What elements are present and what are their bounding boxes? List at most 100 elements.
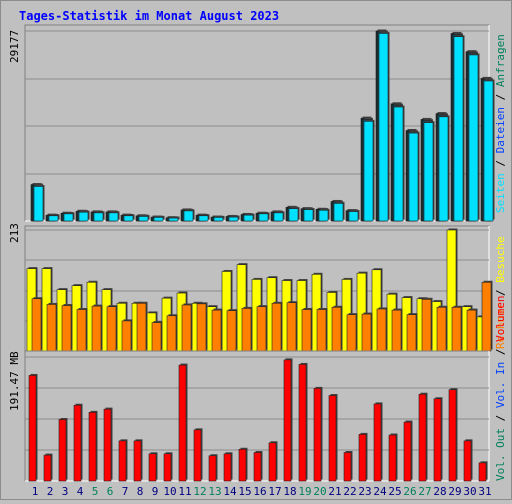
bar-seiten-21	[333, 203, 344, 222]
bar-seiten-17	[273, 212, 284, 222]
legend-volume: Vol. Out / Vol. In / Volumen	[494, 296, 507, 481]
x-tick-label-2: 2	[47, 485, 54, 498]
bar-rechner-22	[346, 314, 357, 352]
bar-seiten-23	[363, 121, 374, 222]
bar-volumen-20	[313, 388, 322, 482]
x-tick-label-20: 20	[313, 485, 326, 498]
bar-rechner-1	[31, 298, 42, 352]
bar-rechner-24	[376, 308, 387, 352]
bar-seiten-6	[108, 212, 119, 222]
bar-volumen-30	[463, 440, 472, 482]
bar-volumen-12	[193, 429, 202, 482]
bar-seiten-19	[303, 209, 314, 222]
x-tick-label-22: 22	[343, 485, 356, 498]
x-tick-label-3: 3	[62, 485, 69, 498]
bar-rechner-21	[331, 306, 342, 352]
x-tick-label-11: 11	[178, 485, 191, 498]
bar-rechner-20	[316, 309, 327, 352]
bar-volumen-7	[118, 440, 127, 482]
bar-volumen-31	[478, 462, 487, 482]
x-tick-label-30: 30	[463, 485, 476, 498]
bar-volumen-3	[58, 419, 67, 482]
bar-rechner-3	[61, 305, 72, 352]
bar-rechner-4	[76, 309, 87, 352]
bar-seiten-28	[438, 116, 449, 222]
x-tick-label-31: 31	[478, 485, 491, 498]
legend-separator: /	[494, 408, 507, 428]
legend-item: Volumen	[494, 296, 507, 342]
legend-visits: Rechner / Besuche	[494, 236, 507, 349]
x-tick-label-13: 13	[208, 485, 221, 498]
bar-rechner-18	[286, 302, 297, 352]
bar-volumen-16	[253, 452, 262, 482]
bar-volumen-8	[133, 440, 142, 482]
bar-volumen-11	[178, 364, 187, 482]
bar-seiten-1	[33, 186, 44, 222]
x-tick-label-21: 21	[328, 485, 341, 498]
bar-volumen-15	[238, 448, 247, 482]
x-tick-label-12: 12	[193, 485, 206, 498]
bar-seiten-31	[483, 80, 494, 222]
max-label-volume: 191.47 MB	[8, 351, 21, 411]
x-tick-label-5: 5	[92, 485, 99, 498]
x-tick-label-10: 10	[163, 485, 176, 498]
bar-rechner-26	[406, 314, 417, 352]
x-tick-label-17: 17	[268, 485, 281, 498]
bar-volumen-14	[223, 453, 232, 482]
bar-rechner-31	[481, 281, 492, 352]
legend-separator: /	[494, 153, 507, 173]
x-tick-label-24: 24	[373, 485, 387, 498]
bar-seiten-14	[228, 216, 239, 222]
bar-rechner-16	[256, 306, 267, 352]
x-tick-label-18: 18	[283, 485, 296, 498]
bar-seiten-22	[348, 211, 359, 222]
bar-rechner-11	[181, 304, 192, 352]
max-label-visits: 213	[8, 223, 21, 243]
x-tick-label-1: 1	[32, 485, 39, 498]
bar-volumen-22	[343, 452, 352, 482]
legend-separator: /	[494, 342, 507, 362]
bar-seiten-29	[453, 36, 464, 222]
bar-volumen-21	[328, 395, 337, 482]
bar-seiten-5	[93, 212, 104, 222]
bar-rechner-9	[151, 322, 162, 352]
bar-volumen-5	[88, 412, 97, 482]
bar-seiten-30	[468, 54, 479, 222]
bar-seiten-18	[288, 208, 299, 222]
bar-seiten-20	[318, 209, 329, 222]
x-tick-label-14: 14	[223, 485, 237, 498]
x-tick-label-23: 23	[358, 485, 371, 498]
x-tick-label-28: 28	[433, 485, 446, 498]
bar-seiten-7	[123, 215, 134, 222]
bar-seiten-3	[63, 213, 74, 222]
bar-volumen-17	[268, 442, 277, 482]
bar-seiten-15	[243, 214, 254, 222]
bar-seiten-25	[393, 106, 404, 222]
legend-item: Dateien	[494, 107, 507, 153]
bar-seiten-26	[408, 132, 419, 222]
bar-rechner-28	[436, 306, 447, 352]
bar-seiten-8	[138, 216, 149, 222]
bar-volumen-25	[388, 434, 397, 482]
x-tick-label-19: 19	[298, 485, 311, 498]
x-tick-label-16: 16	[253, 485, 266, 498]
bar-volumen-24	[373, 403, 382, 482]
x-tick-label-6: 6	[107, 485, 114, 498]
bar-volumen-4	[73, 404, 82, 482]
bar-seiten-27	[423, 122, 434, 222]
x-tick-label-8: 8	[137, 485, 144, 498]
bar-seiten-13	[213, 217, 224, 222]
bar-volumen-27	[418, 393, 427, 482]
bar-seiten-9	[153, 217, 164, 222]
bar-volumen-19	[298, 364, 307, 482]
max-label-hits: 29177	[8, 30, 21, 63]
bar-volumen-6	[103, 408, 112, 482]
bar-volumen-1	[28, 375, 37, 482]
legend-item: Anfragen	[494, 34, 507, 87]
x-tick-label-26: 26	[403, 485, 416, 498]
bar-rechner-19	[301, 309, 312, 352]
bar-volumen-10	[163, 453, 172, 482]
bar-seiten-4	[78, 211, 89, 222]
